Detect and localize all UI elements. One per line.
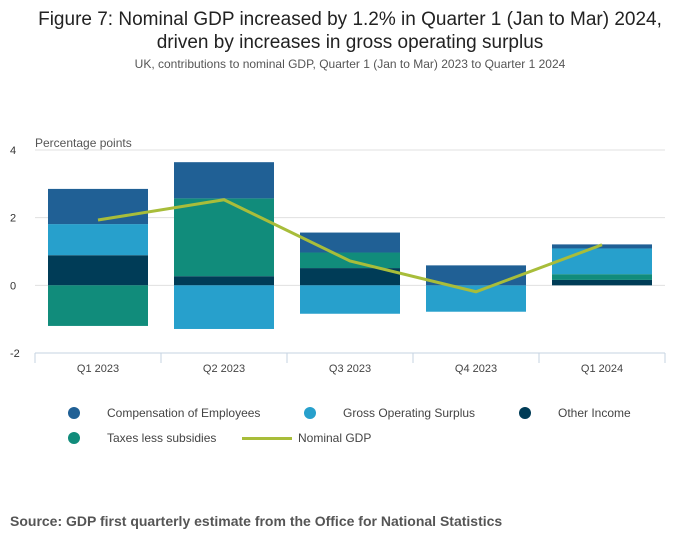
x-axis: Q1 2023 Q2 2023 Q3 2023 Q4 2023 Q1 2024 bbox=[34, 352, 666, 375]
bar-other-income-q1-2023 bbox=[48, 255, 148, 286]
x-tick-label: Q3 2023 bbox=[329, 363, 371, 375]
bar-compensation-of-employees-q1-2024 bbox=[552, 244, 652, 249]
legend-item-taxes-less-subsidies[interactable]: Taxes less subsidies bbox=[68, 429, 216, 447]
x-tick-label: Q1 2023 bbox=[77, 363, 119, 375]
source-note: Source: GDP first quarterly estimate fro… bbox=[10, 513, 503, 529]
chart-area: 4 2 0 -2 Percentage points Q1 2023 Q2 2023 Q3… bbox=[10, 136, 666, 375]
bar-compensation-of-employees-q4-2023 bbox=[426, 265, 526, 286]
legend-label: Nominal GDP bbox=[298, 431, 372, 445]
bar-gross-operating-surplus-q1-2024 bbox=[552, 248, 652, 275]
bar-taxes-less-subsidies-q1-2023 bbox=[48, 285, 148, 326]
y-axis-ticks: 4 2 0 -2 bbox=[10, 145, 20, 360]
legend-dot-icon bbox=[304, 407, 316, 419]
chart-subtitle: UK, contributions to nominal GDP, Quarte… bbox=[134, 57, 566, 71]
y-axis-title: Percentage points bbox=[35, 136, 132, 150]
legend-dot-icon bbox=[519, 407, 531, 419]
legend-label: Other Income bbox=[558, 406, 631, 420]
x-tick-label: Q1 2024 bbox=[581, 363, 623, 375]
legend-line-icon bbox=[242, 436, 292, 440]
nominal-gdp-line-group bbox=[97, 198, 603, 294]
bar-gross-operating-surplus-q2-2023 bbox=[174, 285, 274, 329]
legend-dot-icon bbox=[68, 407, 80, 419]
bar-taxes-less-subsidies-q2-2023 bbox=[174, 198, 274, 277]
y-tick-label: 0 bbox=[10, 280, 16, 292]
chart-title: Figure 7: Nominal GDP increased by 1.2% … bbox=[0, 8, 700, 54]
y-tick-label: 4 bbox=[10, 145, 16, 157]
chart-title-line-1: Figure 7: Nominal GDP increased by 1.2% … bbox=[38, 9, 662, 30]
legend-item-nominal-gdp[interactable]: Nominal GDP bbox=[242, 429, 371, 447]
bar-other-income-q2-2023 bbox=[174, 276, 274, 286]
y-tick-label: 2 bbox=[10, 213, 16, 225]
chart-title-line-2: driven by increases in gross operating s… bbox=[156, 32, 544, 53]
legend-item-gross-operating-surplus[interactable]: Gross Operating Surplus bbox=[304, 404, 475, 422]
legend-item-other-income[interactable]: Other Income bbox=[519, 404, 631, 422]
bar-other-income-q3-2023 bbox=[300, 268, 400, 286]
legend-label: Taxes less subsidies bbox=[107, 431, 217, 445]
y-tick-label: -2 bbox=[10, 348, 20, 360]
bar-other-income-q1-2024 bbox=[552, 279, 652, 286]
x-tick-label: Q4 2023 bbox=[455, 363, 497, 375]
legend-label: Gross Operating Surplus bbox=[343, 406, 476, 420]
bar-taxes-less-subsidies-q1-2024 bbox=[552, 274, 652, 280]
legend-item-compensation[interactable]: Compensation of Employees bbox=[68, 404, 260, 422]
legend-dot-icon bbox=[68, 432, 80, 444]
bar-gross-operating-surplus-q3-2023 bbox=[300, 285, 400, 314]
bar-compensation-of-employees-q1-2023 bbox=[48, 188, 148, 225]
bar-compensation-of-employees-q2-2023 bbox=[174, 162, 274, 199]
x-tick-label: Q2 2023 bbox=[203, 363, 245, 375]
bar-gross-operating-surplus-q4-2023 bbox=[426, 285, 526, 312]
bar-gross-operating-surplus-q1-2023 bbox=[48, 224, 148, 256]
bars bbox=[48, 162, 652, 329]
legend-label: Compensation of Employees bbox=[107, 406, 261, 420]
